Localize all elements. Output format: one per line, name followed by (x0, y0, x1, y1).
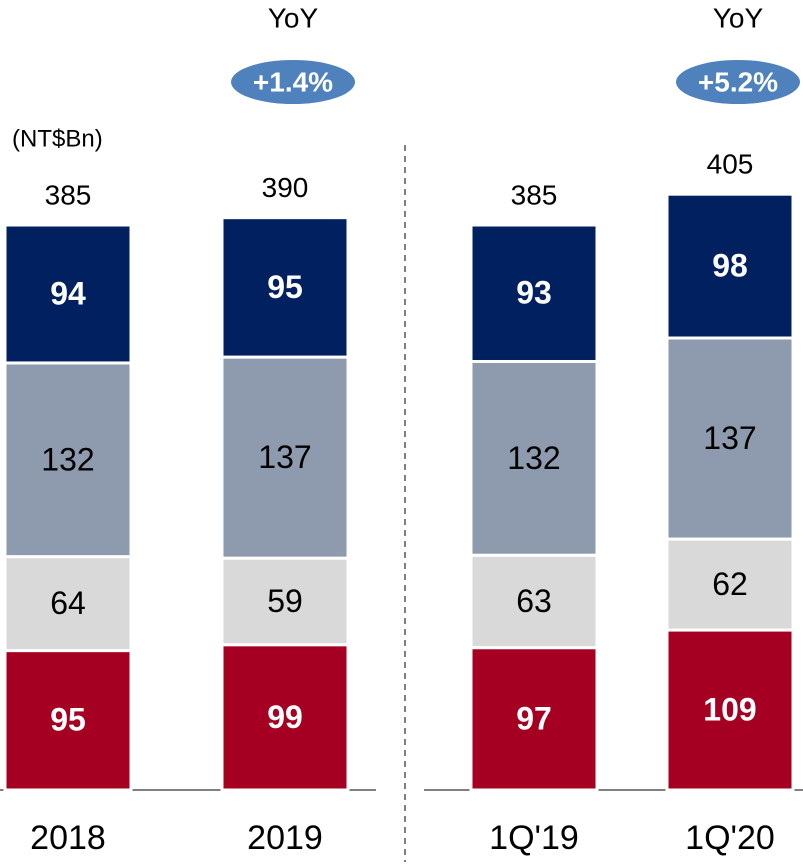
segment-label: 59 (267, 583, 303, 619)
bar-segment (220, 643, 350, 792)
bar-segment (3, 223, 133, 365)
segment-label: 99 (267, 699, 303, 735)
annotation-title: YoY (713, 2, 764, 33)
x-tick-label: 1Q'19 (489, 819, 579, 857)
total-label: 405 (707, 149, 754, 180)
segment-label: 137 (258, 439, 311, 475)
x-tick-label: 2019 (247, 819, 323, 857)
segment-label: 97 (516, 700, 552, 736)
bar-segment (3, 555, 133, 653)
segment-label: 132 (507, 440, 560, 476)
segment-label: 63 (516, 583, 552, 619)
x-tick-label: 2018 (30, 819, 106, 857)
annotation-text: +1.4% (253, 66, 333, 97)
bar-segment (665, 537, 795, 632)
bar-segment (665, 336, 795, 541)
bar-segment (220, 355, 350, 560)
bar-segment (3, 649, 133, 792)
annotation-badge (231, 60, 355, 104)
segment-label: 98 (712, 248, 748, 284)
bar-segment (469, 223, 599, 363)
segment-label: 94 (50, 275, 86, 311)
unit-label: (NT$Bn) (12, 125, 103, 152)
total-label: 385 (45, 179, 92, 210)
bar-segment (665, 628, 795, 792)
bar-segment (665, 192, 795, 340)
annotation-text: +5.2% (698, 66, 778, 97)
bar-segment (220, 556, 350, 647)
segment-label: 137 (703, 420, 756, 456)
total-label: 390 (262, 172, 309, 203)
annotation-title: YoY (268, 2, 319, 33)
segment-label: 95 (50, 702, 86, 738)
bar-segment (220, 216, 350, 359)
bar-segment (3, 361, 133, 559)
bar-segment (469, 359, 599, 557)
segment-label: 95 (267, 269, 303, 305)
segment-label: 64 (50, 585, 86, 621)
segment-label: 132 (41, 441, 94, 477)
segment-label: 93 (516, 275, 552, 311)
x-tick-label: 1Q'20 (685, 819, 775, 857)
annotation-badge (676, 60, 800, 104)
segment-label: 62 (712, 566, 748, 602)
segment-label: 109 (703, 691, 756, 727)
total-label: 385 (511, 179, 558, 210)
